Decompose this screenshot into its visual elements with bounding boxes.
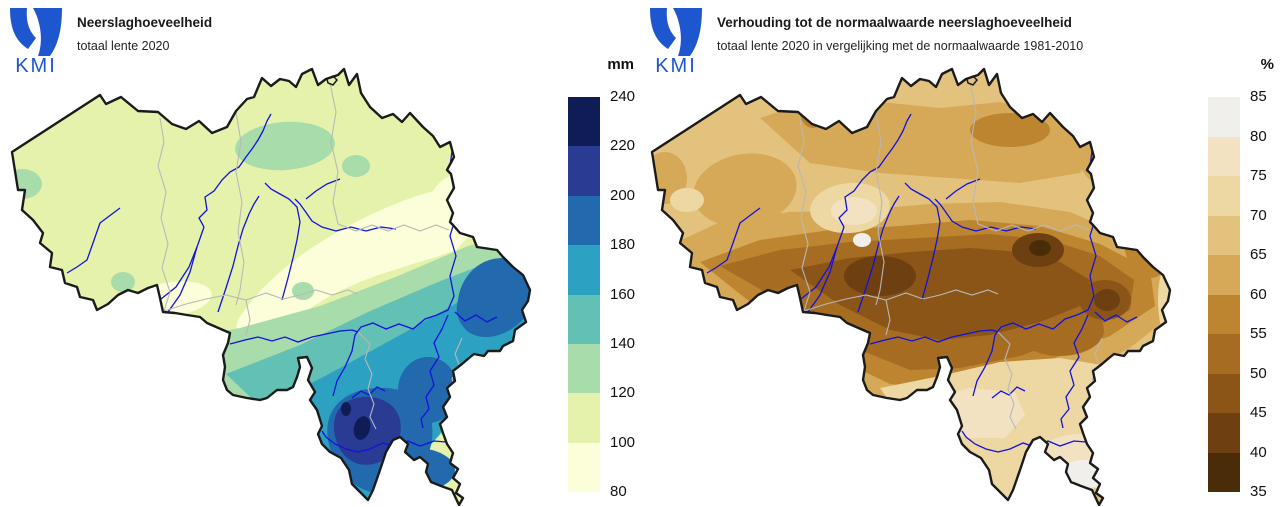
legend-band [1208, 373, 1240, 413]
country-border [650, 67, 1172, 507]
legend-tick-label: 50 [1250, 364, 1267, 382]
legend-tick-label: 40 [1250, 443, 1267, 461]
kmi-logo-text: KMI [15, 55, 57, 77]
map-title: Neerslaghoeveelheid [77, 15, 213, 30]
kmi-logo-mark [650, 8, 702, 56]
map-subtitle: totaal lente 2020 [77, 39, 170, 53]
legend-band [568, 195, 600, 246]
kmi-logo: KMI [8, 6, 64, 80]
legend-band [1208, 97, 1240, 137]
kmi-logo-mark [10, 8, 62, 56]
legend-color-bar [568, 97, 600, 492]
province-borders-layer [797, 82, 1103, 430]
legend-band [1208, 176, 1240, 216]
legend-unit-label: % [1260, 56, 1274, 73]
legend-band [568, 343, 600, 394]
legend-tick-label: 120 [610, 384, 636, 402]
kmi-logo-text: KMI [655, 55, 697, 77]
legend-band [1208, 255, 1240, 295]
province-borders-layer [157, 82, 463, 430]
legend-band [568, 146, 600, 196]
legend-tick-label: 65 [1250, 246, 1267, 263]
legend-band [568, 294, 600, 344]
legend-unit-label: mm [607, 56, 634, 73]
contour-fill-layer [652, 69, 1170, 505]
belgium-ratio-map [650, 67, 1172, 507]
legend-tick-label: 100 [610, 433, 636, 451]
legend-tick-label: 200 [610, 186, 636, 204]
legend-tick-label: 220 [610, 137, 636, 155]
ratio-to-normal-panel: KMI Verhouding tot de normaalwaarde neer… [640, 0, 1280, 507]
legend-tick-label: 140 [610, 334, 636, 352]
legend-band [1208, 215, 1240, 255]
legend-band [568, 97, 600, 147]
kmi-logo: KMI [648, 6, 704, 80]
legend-band [1208, 294, 1240, 334]
legend-tick-label: 180 [610, 236, 636, 254]
legend-tick-label: 70 [1250, 206, 1267, 224]
legend-tick-label: 75 [1250, 167, 1267, 184]
legend-band [1208, 136, 1240, 176]
legend-tick-label: 55 [1250, 325, 1267, 342]
legend-band [568, 245, 600, 295]
legend-band [1208, 334, 1240, 374]
legend-tick-label: 35 [1250, 483, 1267, 500]
legend-tick-label: 240 [610, 88, 636, 105]
legend-band [568, 442, 600, 492]
legend-tick-label: 85 [1250, 88, 1267, 105]
legend-tick-label: 80 [1250, 127, 1267, 145]
precipitation-panel: KMI Neerslaghoeveelheid totaal lente 202… [8, 6, 635, 507]
contour-fill-layer [12, 69, 530, 505]
baarle-exclave [326, 75, 339, 86]
map-title: Verhouding tot de normaalwaarde neerslag… [717, 15, 1072, 30]
legend-tick-label: 45 [1250, 404, 1267, 421]
legend-band [1208, 413, 1240, 453]
legend-tick-label: 80 [610, 483, 627, 500]
legend-tick-label: 160 [610, 285, 636, 303]
country-border [10, 67, 532, 507]
legend-band [568, 393, 600, 443]
legend-color-bar [1208, 97, 1240, 492]
ratio-legend: % 85 80 75 70 65 60 55 50 45 40 35 [1208, 56, 1280, 500]
legend-tick-label: 60 [1250, 285, 1267, 303]
map-subtitle: totaal lente 2020 in vergelijking met de… [717, 39, 1084, 53]
baarle-exclave [966, 75, 979, 86]
precipitation-legend: mm 240 220 200 180 160 140 120 100 80 [568, 56, 678, 500]
belgium-precipitation-map [10, 67, 532, 507]
legend-band [1208, 452, 1240, 492]
